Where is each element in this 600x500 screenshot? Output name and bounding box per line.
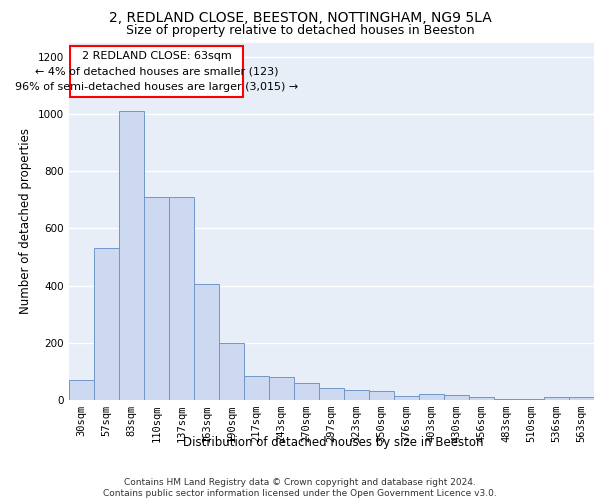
Bar [544,397,569,400]
Bar [219,343,244,400]
Bar [194,284,219,400]
Bar [444,395,469,400]
Bar [269,377,294,400]
Bar [119,111,144,400]
Bar [344,390,369,400]
Bar [469,396,494,400]
Bar [319,388,344,400]
Text: Size of property relative to detached houses in Beeston: Size of property relative to detached ho… [125,24,475,37]
Bar [69,380,94,400]
Text: Distribution of detached houses by size in Beeston: Distribution of detached houses by size … [183,436,483,449]
Bar [394,396,419,400]
Bar [569,396,594,400]
Bar [144,197,169,400]
Bar [94,248,119,400]
Bar [294,383,319,400]
Bar [244,376,269,400]
Text: 2 REDLAND CLOSE: 63sqm
← 4% of detached houses are smaller (123)
96% of semi-det: 2 REDLAND CLOSE: 63sqm ← 4% of detached … [15,51,298,92]
FancyBboxPatch shape [70,46,243,97]
Bar [419,394,444,400]
Text: 2, REDLAND CLOSE, BEESTON, NOTTINGHAM, NG9 5LA: 2, REDLAND CLOSE, BEESTON, NOTTINGHAM, N… [109,12,491,26]
Bar [494,398,519,400]
Text: Contains HM Land Registry data © Crown copyright and database right 2024.
Contai: Contains HM Land Registry data © Crown c… [103,478,497,498]
Bar [169,197,194,400]
Bar [369,392,394,400]
Y-axis label: Number of detached properties: Number of detached properties [19,128,32,314]
